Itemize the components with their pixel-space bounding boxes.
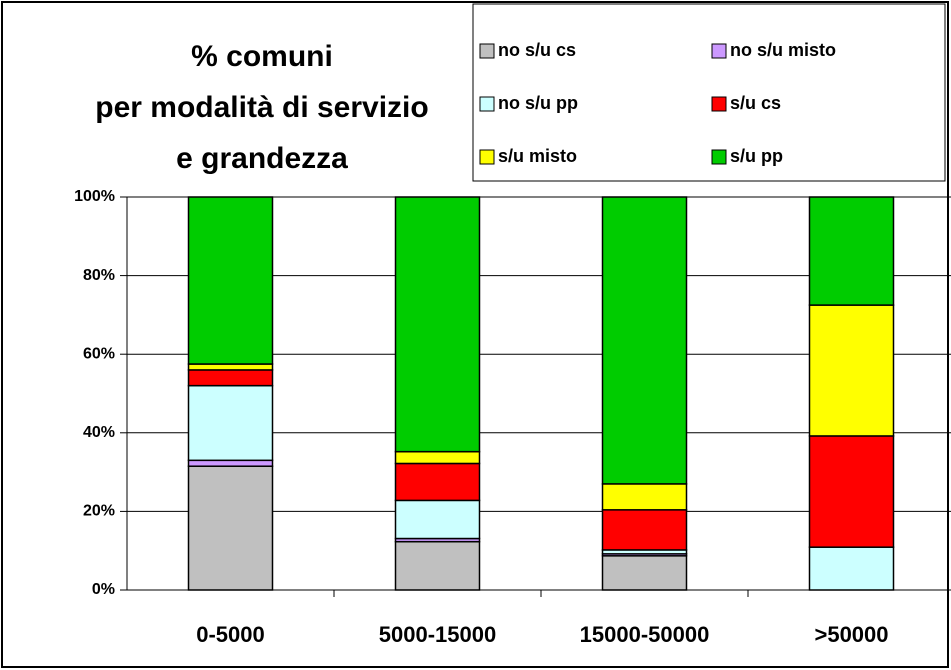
y-tick-label: 20% [83,503,115,520]
legend-label: s/u cs [730,93,781,113]
bar-segment [808,196,895,306]
chart-title: % comuni [191,40,333,73]
bar-segment [808,304,895,437]
bar-segment [394,462,481,502]
bar-segment [187,465,274,591]
bar-segment [187,459,274,467]
bar-segment [394,450,481,465]
y-tick-label: 100% [74,188,115,205]
bar-segment [601,509,688,551]
bar-segment [187,369,274,387]
bar-segment [187,363,274,371]
chart-title: e grandezza [176,142,348,175]
bar-segment [808,546,895,591]
legend-swatch [711,149,727,165]
legend-label: no s/u pp [498,93,578,113]
bar-segment [187,196,274,365]
x-tick-label: 5000-15000 [379,622,496,647]
chart-title: per modalità di servizio [95,91,428,124]
y-tick-label: 80% [83,267,115,284]
y-tick-label: 0% [92,581,115,598]
legend-label: no s/u misto [730,40,836,60]
legend-swatch [479,96,495,112]
bar-segment [394,499,481,540]
bar-segment [187,384,274,462]
y-tick-label: 40% [83,424,115,441]
bar-segment [601,483,688,511]
x-tick-label: 0-5000 [196,622,265,647]
legend-swatch [711,96,727,112]
bar-segment [601,196,688,485]
legend-label: no s/u cs [498,40,576,60]
bar-segment [808,435,895,548]
legend-box [472,3,946,182]
x-tick-label: >50000 [814,622,888,647]
bar-segment [394,540,481,591]
bar-segment [394,196,481,453]
legend-swatch [479,43,495,59]
legend-swatch [479,149,495,165]
y-tick-label: 60% [83,345,115,362]
legend-swatch [711,43,727,59]
bar-segment [601,555,688,591]
legend-label: s/u misto [498,146,577,166]
legend-label: s/u pp [730,146,783,166]
x-tick-label: 15000-50000 [580,622,710,647]
